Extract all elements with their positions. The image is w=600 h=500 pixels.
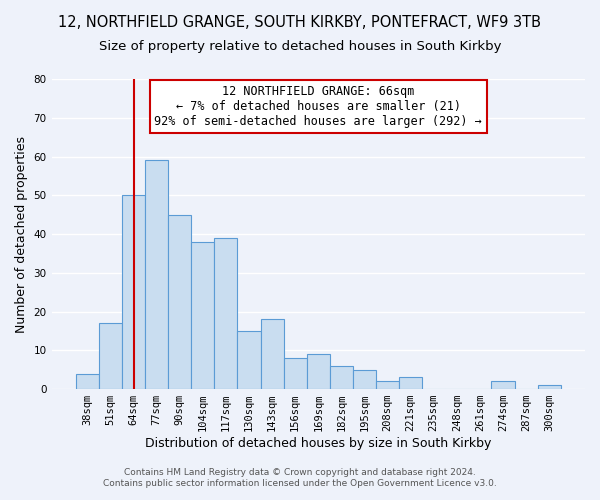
Bar [330, 366, 353, 389]
X-axis label: Distribution of detached houses by size in South Kirkby: Distribution of detached houses by size … [145, 437, 491, 450]
Text: 12 NORTHFIELD GRANGE: 66sqm
← 7% of detached houses are smaller (21)
92% of semi: 12 NORTHFIELD GRANGE: 66sqm ← 7% of deta… [154, 85, 482, 128]
Bar [284, 358, 307, 389]
Bar [122, 196, 145, 389]
Bar [76, 374, 99, 389]
Bar [376, 382, 399, 389]
Y-axis label: Number of detached properties: Number of detached properties [15, 136, 28, 332]
Text: Contains HM Land Registry data © Crown copyright and database right 2024.
Contai: Contains HM Land Registry data © Crown c… [103, 468, 497, 487]
Text: Size of property relative to detached houses in South Kirkby: Size of property relative to detached ho… [99, 40, 501, 53]
Bar [238, 331, 260, 389]
Bar [491, 382, 515, 389]
Bar [307, 354, 330, 389]
Bar [260, 320, 284, 389]
Bar [191, 242, 214, 389]
Bar [145, 160, 168, 389]
Bar [214, 238, 238, 389]
Bar [399, 378, 422, 389]
Bar [168, 214, 191, 389]
Text: 12, NORTHFIELD GRANGE, SOUTH KIRKBY, PONTEFRACT, WF9 3TB: 12, NORTHFIELD GRANGE, SOUTH KIRKBY, PON… [59, 15, 542, 30]
Bar [538, 385, 561, 389]
Bar [99, 323, 122, 389]
Bar [353, 370, 376, 389]
